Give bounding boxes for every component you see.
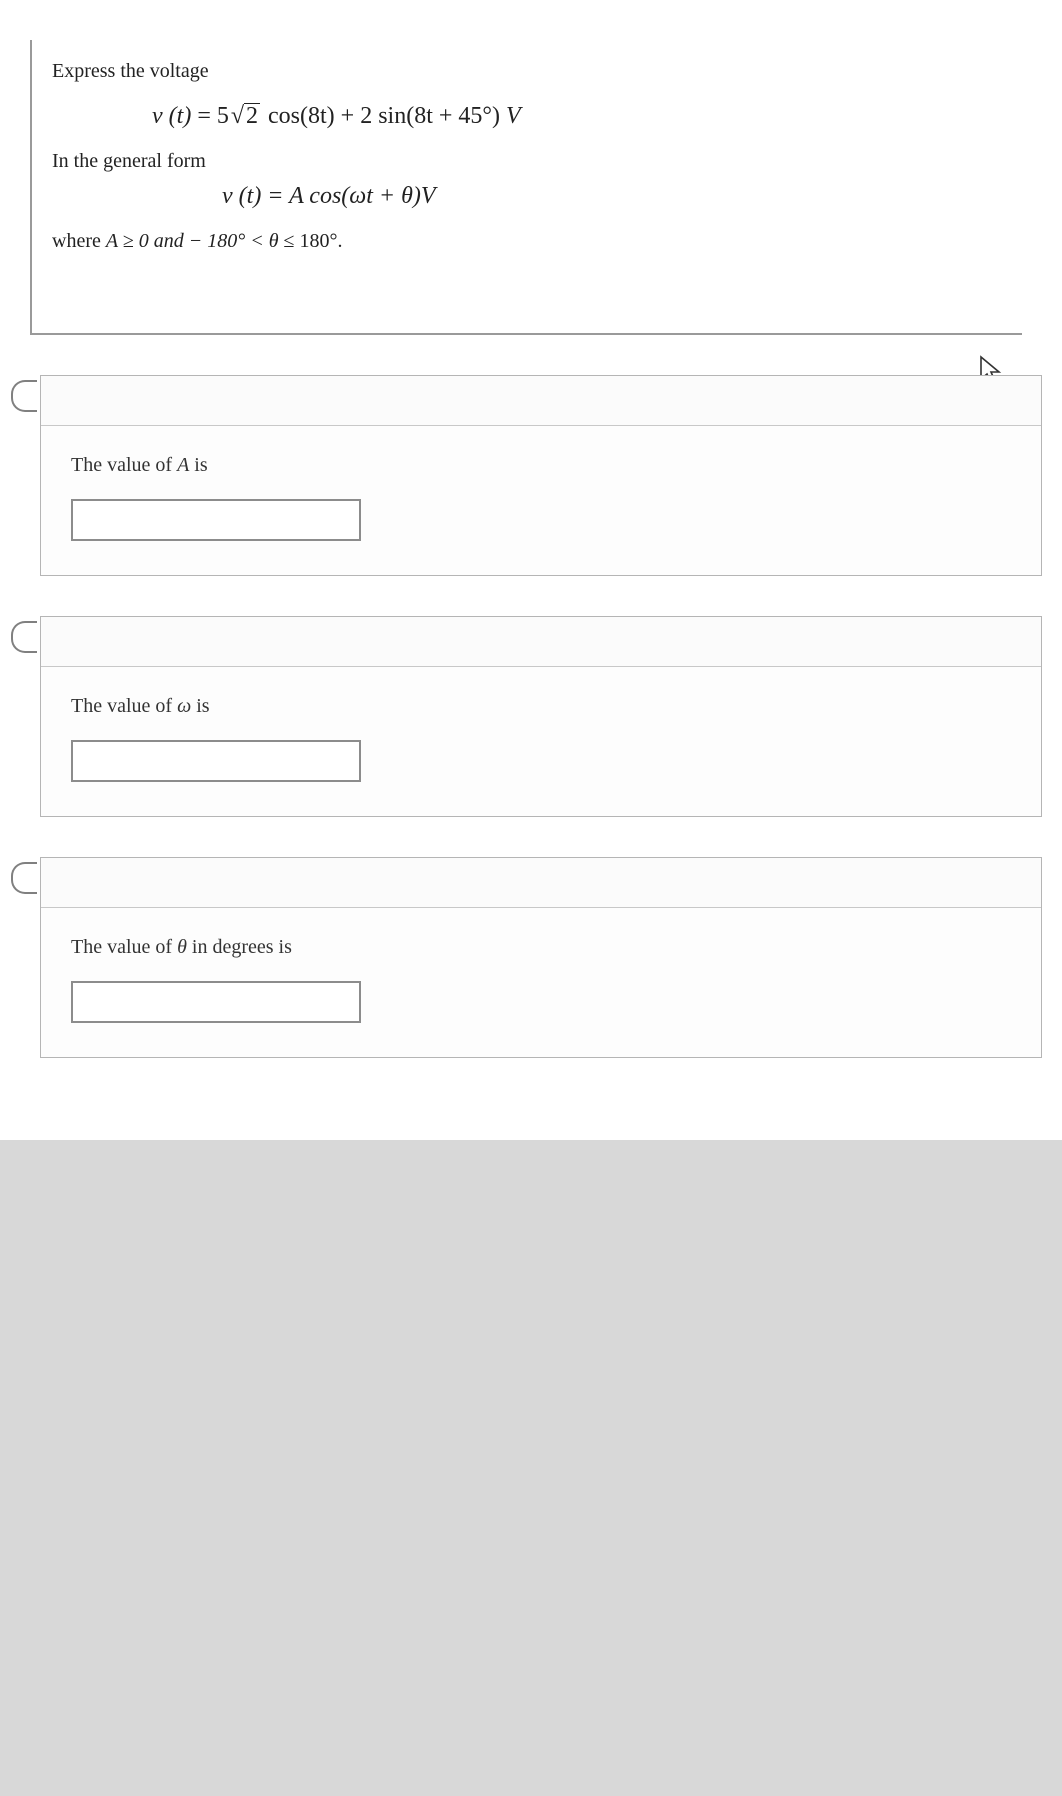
- sqrt-argument: 2: [244, 103, 260, 128]
- panel-body-omega: The value of ω is: [41, 667, 1041, 816]
- footer-blank: [0, 1140, 1062, 1790]
- eq1-lhs: v (t): [152, 103, 191, 129]
- prompt-t-post: in degrees is: [187, 936, 292, 958]
- prompt-a-post: is: [189, 454, 207, 476]
- panel-header-a: [41, 376, 1041, 426]
- panel-header-omega: [41, 617, 1041, 667]
- condition-text: where A ≥ 0 and − 180° < θ ≤ 180°.: [52, 230, 1002, 253]
- prompt-a-pre: The value of: [71, 454, 177, 476]
- eq1-trig: cos(8t) + 2 sin(8t + 45°): [262, 103, 506, 129]
- answer-input-theta[interactable]: [71, 981, 361, 1023]
- page: Express the voltage v (t) = 52 cos(8t) +…: [0, 0, 1062, 1140]
- panel-body-theta: The value of θ in degrees is: [41, 908, 1041, 1057]
- question-block: Express the voltage v (t) = 52 cos(8t) +…: [30, 40, 1022, 335]
- cond-end: ≤ 180°.: [279, 230, 343, 252]
- panel-header-theta: [41, 858, 1041, 908]
- equation-given: v (t) = 52 cos(8t) + 2 sin(8t + 45°) V: [152, 103, 1002, 130]
- answer-input-omega[interactable]: [71, 740, 361, 782]
- prompt-w-post: is: [191, 695, 209, 717]
- question-intro: Express the voltage: [52, 60, 1002, 83]
- answer-panel-theta: The value of θ in degrees is: [40, 857, 1042, 1058]
- cond-theta: θ: [269, 230, 279, 252]
- flag-tab-omega[interactable]: [11, 621, 37, 653]
- prompt-theta: The value of θ in degrees is: [71, 936, 1011, 959]
- answer-panel-omega: The value of ω is: [40, 616, 1042, 817]
- panel-body-a: The value of A is: [41, 426, 1041, 575]
- sqrt-icon: 2: [231, 103, 260, 130]
- prompt-a-var: A: [177, 454, 189, 476]
- flag-tab-a[interactable]: [11, 380, 37, 412]
- answer-panel-a: The value of A is: [40, 375, 1042, 576]
- prompt-t-pre: The value of: [71, 936, 177, 958]
- eq1-unit: V: [506, 103, 521, 129]
- prompt-t-var: θ: [177, 936, 187, 958]
- eq1-coef: 5: [217, 103, 229, 129]
- prompt-a: The value of A is: [71, 454, 1011, 477]
- flag-tab-theta[interactable]: [11, 862, 37, 894]
- prompt-omega: The value of ω is: [71, 695, 1011, 718]
- cond-mid: and − 180° <: [149, 230, 269, 252]
- general-form-intro: In the general form: [52, 150, 1002, 173]
- cond-prefix: where: [52, 230, 106, 252]
- eq1-equals: =: [191, 103, 217, 129]
- answer-input-a[interactable]: [71, 499, 361, 541]
- prompt-w-pre: The value of: [71, 695, 177, 717]
- equation-general: v (t) = A cos(ωt + θ)V: [222, 183, 1002, 210]
- prompt-w-var: ω: [177, 695, 191, 717]
- cond-a: A ≥ 0: [106, 230, 149, 252]
